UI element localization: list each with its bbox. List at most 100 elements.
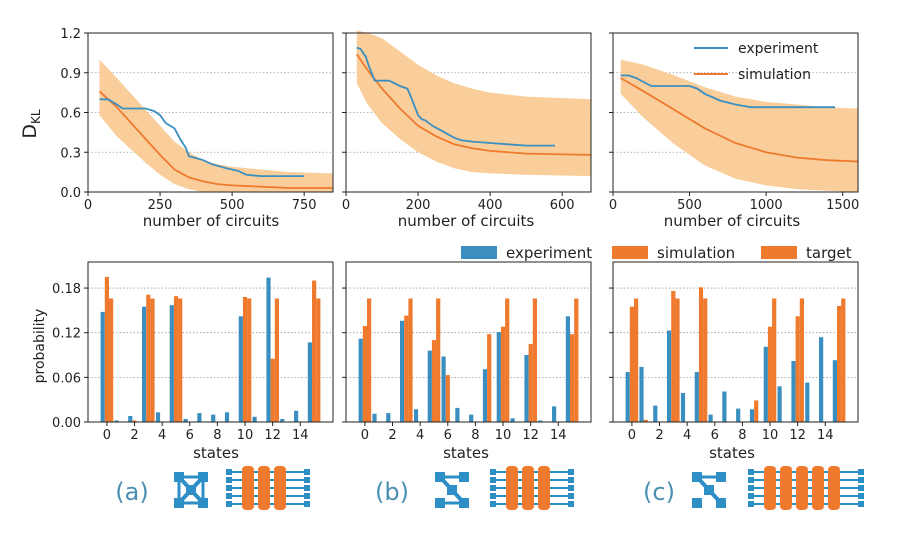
qubit-connectivity-icon-c (692, 472, 726, 508)
simulation-bar (132, 420, 137, 422)
panel-a-top: 0 250 500 750 0.0 0.3 0.6 0.9 1.2 (60, 27, 334, 213)
simulation-bar (500, 326, 506, 422)
bottom-xlabel-b: states (443, 444, 489, 462)
y-tick-label: 0.00 (52, 416, 81, 431)
legend-bottom-simulation-swatch (612, 246, 648, 259)
legend-bottom-experiment-label: experiment (506, 244, 592, 262)
experiment-line (620, 74, 835, 109)
qubit-output (568, 485, 574, 491)
simulation-line (620, 77, 859, 163)
target-bar (703, 298, 708, 422)
simulation-bar (404, 315, 409, 422)
y-tick-label: 0.6 (60, 107, 81, 122)
simulation-bar (837, 305, 842, 422)
qubit-input (748, 501, 754, 507)
x-tick-label: 12 (522, 428, 539, 443)
x-tick-label: 0 (628, 428, 636, 443)
simulation-bar (173, 296, 179, 422)
qubit-input (748, 469, 754, 475)
panel-label-c: (c) (643, 478, 675, 506)
gate-block (812, 466, 824, 510)
target-bar (274, 298, 279, 422)
circuit-ansatz-icon-a (226, 466, 310, 510)
qubit-output (304, 477, 310, 483)
simulation-line (98, 90, 333, 189)
x-tick-label: 14 (292, 428, 309, 443)
qubit-connectivity-icon-a (174, 472, 208, 508)
qubit-output (304, 469, 310, 475)
x-tick-label: 1500 (826, 198, 859, 213)
qubit-input (226, 485, 232, 491)
experiment-bar (252, 416, 257, 422)
simulation-line (356, 53, 592, 156)
simulation-bar (362, 326, 367, 422)
target-bar (574, 298, 579, 422)
target-bar (408, 298, 413, 422)
x-tick-label: 1000 (750, 198, 783, 213)
experiment-bar (413, 409, 419, 422)
qubit-input (226, 469, 232, 475)
qubit-input (490, 469, 496, 475)
qubit-output (568, 469, 574, 475)
experiment-bar (524, 355, 529, 422)
panel-b-bottom: 0 2 4 6 8 10 12 14 (342, 261, 592, 443)
gate-block (274, 466, 286, 510)
experiment-bar (427, 350, 432, 422)
target-bar (150, 298, 155, 422)
uncertainty-band (620, 59, 858, 192)
x-tick-label: 200 (406, 198, 431, 213)
experiment-bar (169, 305, 174, 422)
gate-block (538, 466, 550, 510)
experiment-bar (469, 414, 474, 422)
target-bar (178, 298, 183, 422)
target-bar (247, 298, 252, 422)
qubit-input (748, 485, 754, 491)
x-tick-label: 4 (683, 428, 691, 443)
panel-c-bottom: 0 2 4 6 8 10 12 14 (609, 261, 859, 443)
uncertainty-band (99, 59, 333, 192)
panel-a-bottom: 0 2 4 6 8 10 12 14 0.00 0.06 0.12 0.18 (52, 261, 334, 443)
simulation-bar (767, 326, 773, 422)
experiment-bar (441, 356, 446, 422)
gate-block (242, 466, 254, 510)
legend-bottom-simulation-label: simulation (657, 244, 735, 262)
experiment-bar (400, 320, 405, 422)
x-tick-label: 8 (738, 428, 746, 443)
experiment-bar (653, 405, 658, 422)
experiment-bar (749, 409, 755, 422)
experiment-bar (358, 338, 363, 422)
qubit-input (226, 501, 232, 507)
experiment-bar (142, 306, 147, 422)
qubit-input (748, 477, 754, 483)
panel-b-top: 0 200 400 600 (342, 30, 592, 213)
gate-block (828, 466, 840, 510)
simulation-bar (146, 294, 151, 422)
qubit-output (858, 469, 864, 475)
qubit-input (490, 493, 496, 499)
panel-label-b: (b) (375, 478, 409, 506)
qubit-output (568, 477, 574, 483)
experiment-bar (694, 372, 699, 422)
qubit-output (858, 493, 864, 499)
x-tick-label: 14 (550, 428, 567, 443)
x-tick-label: 500 (220, 198, 245, 213)
qubit-output (304, 501, 310, 507)
x-tick-label: 0 (84, 198, 92, 213)
y-tick-label: 0.12 (52, 327, 81, 342)
gate-block (506, 466, 518, 510)
gate-block (780, 466, 792, 510)
bottom-ylabel: probability (32, 309, 48, 384)
y-tick-label: 0.18 (52, 282, 81, 297)
x-tick-label: 250 (148, 198, 173, 213)
x-tick-label: 6 (186, 428, 194, 443)
x-tick-label: 8 (471, 428, 479, 443)
legend-bottom: experiment simulation target (461, 244, 852, 262)
qubit-output (858, 477, 864, 483)
experiment-bar (482, 369, 488, 422)
target-bar (436, 298, 441, 422)
top-xlabel-a: number of circuits (143, 212, 280, 230)
legend-top-simulation-label: simulation (738, 67, 811, 83)
experiment-bar (805, 382, 810, 422)
simulation-bar (312, 280, 317, 422)
